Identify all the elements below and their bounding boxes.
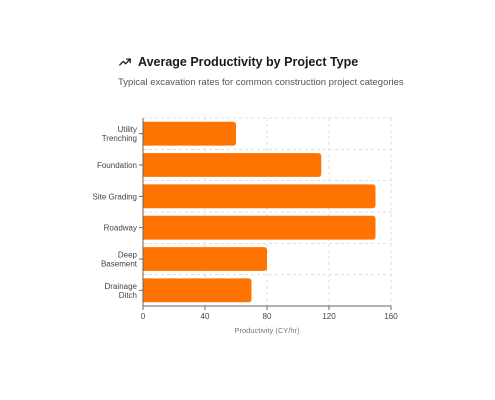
x-tick-label: 80	[263, 312, 272, 321]
x-axis-title: Productivity (CY/hr)	[234, 326, 300, 335]
y-tick-label: Roadway	[104, 224, 137, 233]
y-tick-label: Basement	[101, 260, 138, 269]
x-tick-label: 160	[384, 312, 398, 321]
chart-title: Average Productivity by Project Type	[138, 55, 359, 69]
chart-subtitle: Typical excavation rates for common cons…	[118, 77, 404, 88]
bar	[143, 247, 267, 271]
y-tick-label: Utility	[117, 125, 137, 134]
y-tick-label: Trenching	[102, 134, 137, 143]
y-tick-label: Ditch	[119, 291, 137, 300]
y-tick-label: Site Grading	[93, 192, 137, 201]
trending-up-icon	[119, 58, 131, 66]
bar	[143, 215, 376, 240]
chart-header: Average Productivity by Project Type Typ…	[118, 55, 404, 88]
bar	[143, 278, 252, 303]
bar	[143, 184, 376, 209]
y-tick-label: Foundation	[97, 161, 137, 170]
x-tick-label: 40	[201, 312, 210, 321]
x-tick-label: 0	[141, 312, 146, 321]
x-tick-label: 120	[322, 312, 336, 321]
bar	[143, 153, 322, 177]
bar	[143, 121, 236, 146]
y-tick-label: Drainage	[105, 282, 138, 291]
title-row: Average Productivity by Project Type	[118, 55, 404, 69]
y-tick-label: Deep	[118, 251, 138, 260]
